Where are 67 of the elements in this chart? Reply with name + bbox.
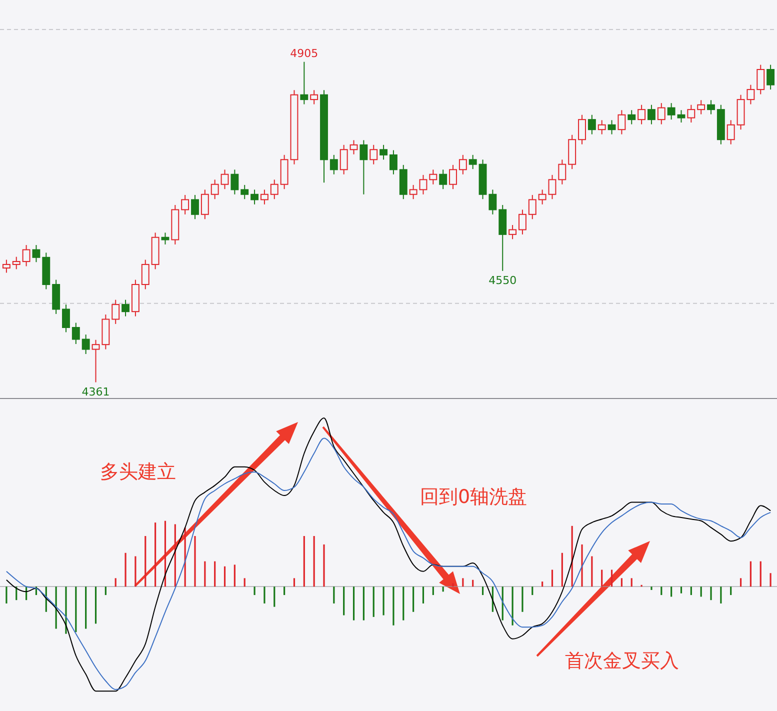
candlestick <box>697 100 706 115</box>
candlestick <box>270 179 278 200</box>
candlestick <box>112 299 120 324</box>
candlestick <box>558 159 566 185</box>
candlestick <box>92 339 100 383</box>
candlestick <box>538 189 546 205</box>
candlestick <box>687 104 696 124</box>
candlestick <box>409 184 418 200</box>
annotation: 多头建立 <box>100 461 176 483</box>
candlestick <box>578 114 586 145</box>
candlestick <box>707 100 715 115</box>
candlestick <box>726 120 735 145</box>
candlestick <box>518 209 526 235</box>
candlestick <box>32 244 40 263</box>
candlestick <box>350 140 358 155</box>
candlestick <box>468 154 477 170</box>
candlestick <box>260 189 268 205</box>
candlestick <box>588 114 596 135</box>
candlestick <box>449 164 457 190</box>
candlestick <box>598 120 606 135</box>
candlestick <box>370 144 378 165</box>
candlestick <box>22 244 30 267</box>
candlestick <box>340 144 348 175</box>
candlestick <box>240 184 249 200</box>
candlestick <box>528 194 536 220</box>
candlestick <box>360 140 368 195</box>
candlestick <box>191 194 199 220</box>
candlestick <box>62 304 70 333</box>
candlestick <box>439 169 448 190</box>
candlestick <box>12 256 20 270</box>
candlestick <box>330 154 338 175</box>
annotation: 首次金叉买入 <box>565 650 679 672</box>
candlestick <box>488 189 497 215</box>
candlestick <box>380 144 388 160</box>
candlestick <box>82 334 90 354</box>
candlestick <box>250 189 259 205</box>
annotation: 4550 <box>488 274 517 287</box>
annotation: 回到0轴洗盘 <box>420 486 528 508</box>
candlestick <box>72 322 80 344</box>
candlestick <box>608 120 616 135</box>
annotation: 4361 <box>82 385 110 398</box>
candlestick <box>667 102 676 120</box>
candlestick <box>508 224 517 240</box>
candlestick <box>548 174 556 200</box>
candlestick <box>429 169 438 185</box>
candlestick <box>756 64 765 95</box>
candlestick <box>389 150 398 175</box>
candlestick <box>181 194 190 215</box>
candlestick <box>200 189 209 220</box>
candlestick <box>210 179 219 200</box>
candlestick <box>122 299 130 317</box>
candlestick <box>638 104 646 125</box>
candlestick <box>300 61 308 105</box>
annotation: 4905 <box>290 46 318 60</box>
candlestick <box>220 169 229 190</box>
candlestick <box>647 104 656 125</box>
candlestick <box>677 110 686 124</box>
candlestick <box>766 64 775 90</box>
candlestick <box>419 174 428 195</box>
candlestick <box>230 169 239 195</box>
candlestick <box>618 110 626 135</box>
candlestick <box>141 259 150 290</box>
candlestick <box>310 90 318 105</box>
candlestick <box>628 110 636 125</box>
candlestick <box>458 154 467 175</box>
candlestick <box>657 102 666 125</box>
candlestick <box>2 259 10 274</box>
